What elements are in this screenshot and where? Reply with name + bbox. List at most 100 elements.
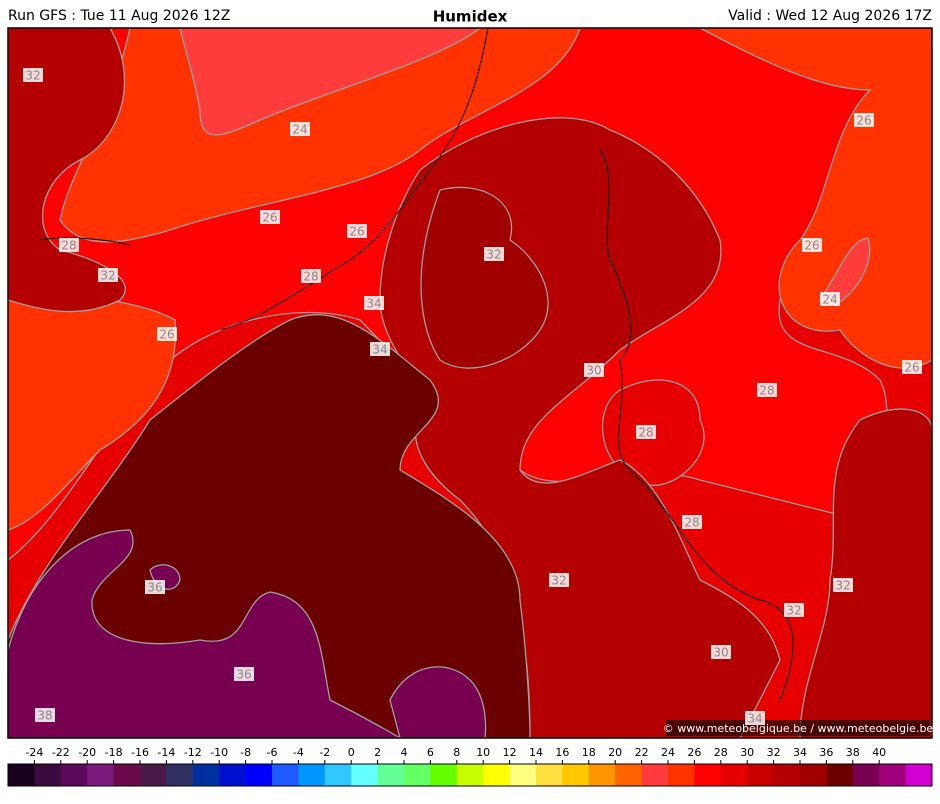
map-frame bbox=[7, 27, 933, 739]
colorbar-cell bbox=[720, 764, 748, 786]
colorbar-cell bbox=[800, 764, 827, 786]
colorbar-cell bbox=[456, 764, 484, 786]
contour-label: 24 bbox=[292, 123, 307, 137]
contour-label-box bbox=[290, 122, 310, 136]
contour-label: 28 bbox=[303, 270, 318, 284]
colorbar-tick-label: 32 bbox=[767, 746, 781, 759]
colorbar-tick-label: 10 bbox=[476, 746, 490, 759]
colorbar-cell bbox=[34, 764, 62, 786]
contour-label-box bbox=[98, 268, 118, 282]
contour-label-box bbox=[301, 269, 321, 283]
contour-label-box bbox=[484, 247, 504, 261]
contour-label: 30 bbox=[586, 364, 601, 378]
colorbar-cell bbox=[404, 764, 431, 786]
colorbar-cell bbox=[166, 764, 194, 786]
map-title: Humidex bbox=[433, 8, 508, 26]
colorbar-tick-label: 8 bbox=[453, 746, 460, 759]
colorbar-cell bbox=[588, 764, 616, 786]
colorbar-tick-label: 30 bbox=[740, 746, 754, 759]
contour-label-box bbox=[364, 296, 384, 310]
colorbar-tick-label: -22 bbox=[52, 746, 70, 759]
colorbar-cell bbox=[826, 764, 854, 786]
colorbar-cell bbox=[245, 764, 273, 786]
colorbar-tick-label: 4 bbox=[401, 746, 408, 759]
contour-label: 26 bbox=[159, 328, 174, 342]
colorbar-tick-label: 12 bbox=[503, 746, 517, 759]
colorbar-tick-label: -6 bbox=[267, 746, 278, 759]
contour-label: 30 bbox=[713, 646, 728, 660]
contour-label-box bbox=[157, 327, 177, 341]
contour-label: 24 bbox=[822, 293, 837, 307]
colorbar-cell bbox=[879, 764, 907, 786]
colorbar-cell bbox=[219, 764, 247, 786]
contour-label: 26 bbox=[904, 361, 919, 375]
colorbar-tick-label: -12 bbox=[184, 746, 202, 759]
colorbar-tick-label: -24 bbox=[25, 746, 43, 759]
contour-label: 28 bbox=[638, 426, 653, 440]
colorbar-cell bbox=[8, 764, 35, 786]
map bbox=[8, 28, 932, 738]
contour-label-box bbox=[757, 383, 777, 397]
colorbar-tick-label: -20 bbox=[78, 746, 96, 759]
contour-label: 32 bbox=[551, 574, 566, 588]
contour-label-box bbox=[820, 292, 840, 306]
contour-label-box bbox=[636, 425, 656, 439]
contour-label-box bbox=[35, 708, 55, 722]
contour-label-box bbox=[23, 68, 43, 82]
contour-label: 36 bbox=[236, 668, 251, 682]
colorbar-tick-label: -8 bbox=[240, 746, 251, 759]
colorbar-cell bbox=[351, 764, 379, 786]
colorbar: -24 -22 -20 -18 -16 -14 -12 -10 -8 -6 -4 -2 0 2 4 6 8 10 1… bbox=[7, 746, 933, 787]
colorbar-tick-label: 0 bbox=[348, 746, 355, 759]
colorbar-tick-label: 2 bbox=[374, 746, 381, 759]
colorbar-tick-label: 36 bbox=[819, 746, 833, 759]
colorbar-cell bbox=[140, 764, 167, 786]
colorbar-cell bbox=[430, 764, 458, 786]
colorbar-cell bbox=[905, 764, 933, 786]
colorbar-cell bbox=[641, 764, 669, 786]
contour-label-box bbox=[902, 360, 922, 374]
contour-label: 32 bbox=[100, 269, 115, 283]
contour-label: 28 bbox=[61, 239, 76, 253]
colorbar-cell bbox=[192, 764, 220, 786]
copyright: © www.meteobelgique.be / www.meteobelgie… bbox=[663, 722, 934, 735]
colorbar-cell bbox=[113, 764, 141, 786]
contour-label: 32 bbox=[835, 579, 850, 593]
colorbar-tick-label: 20 bbox=[608, 746, 622, 759]
contour-label: 32 bbox=[786, 604, 801, 618]
contour-label-box bbox=[234, 667, 254, 681]
contour-label: 26 bbox=[804, 239, 819, 253]
contour-label-box bbox=[854, 113, 874, 127]
contour-label-box bbox=[370, 342, 390, 356]
contour-label-box bbox=[145, 580, 165, 594]
contour-label: 26 bbox=[349, 225, 364, 239]
contour-label: 26 bbox=[856, 114, 871, 128]
contour-label-box bbox=[584, 363, 604, 377]
colorbar-tick-label: 22 bbox=[635, 746, 649, 759]
colorbar-tick-label: 28 bbox=[714, 746, 728, 759]
colorbar-tick-label: 14 bbox=[529, 746, 543, 759]
colorbar-cell bbox=[668, 764, 695, 786]
contour-labels: 32 24 26 26 28 32 28 34 32 26 34 30 28 28 36 32 36 38 26 26… bbox=[23, 68, 922, 726]
colorbar-tick-label: 16 bbox=[555, 746, 569, 759]
colorbar-cell bbox=[298, 764, 326, 786]
contour-label-box bbox=[347, 224, 367, 238]
colorbar-cell bbox=[60, 764, 88, 786]
colorbar-tick-label: -18 bbox=[105, 746, 123, 759]
colorbar-tick-label: -14 bbox=[157, 746, 175, 759]
colorbar-tick-label: 40 bbox=[872, 746, 886, 759]
colorbar-cell bbox=[694, 764, 722, 786]
contour-label: 34 bbox=[366, 297, 381, 311]
contour-label-box bbox=[784, 603, 804, 617]
contour-label-box bbox=[802, 238, 822, 252]
contour-label-box bbox=[745, 711, 765, 725]
colorbar-tick-label: -16 bbox=[131, 746, 149, 759]
contour-label: 26 bbox=[262, 211, 277, 225]
copyright-box bbox=[666, 720, 930, 736]
colorbar-tick-label: 18 bbox=[582, 746, 596, 759]
colorbar-cell bbox=[377, 764, 405, 786]
colorbar-tick-label: 24 bbox=[661, 746, 675, 759]
contour-label-box bbox=[59, 238, 79, 252]
colorbar-cell bbox=[773, 764, 801, 786]
valid-label: Valid : Wed 12 Aug 2026 17Z bbox=[728, 8, 932, 24]
